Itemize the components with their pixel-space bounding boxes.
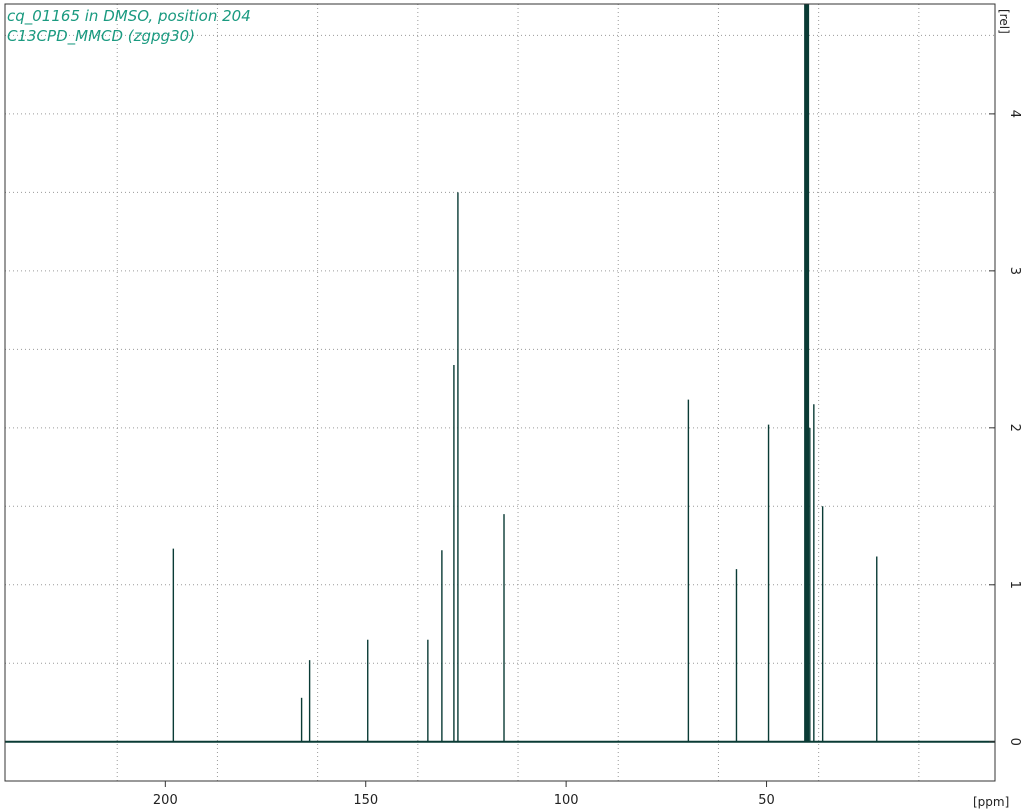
y-axis-unit-label: [rel] <box>997 9 1011 34</box>
title-line-2: C13CPD_MMCD (zgpg30) <box>7 27 195 46</box>
y-tick-label: 0 <box>1007 738 1022 746</box>
title-line-1: cq_01165 in DMSO, position 204 <box>7 7 251 26</box>
y-tick-label: 2 <box>1007 424 1022 432</box>
x-axis: 200 150 100 50 <box>153 781 775 808</box>
peaks-layer <box>172 4 878 742</box>
grid-layer <box>5 4 995 781</box>
y-tick-label: 3 <box>1007 267 1022 275</box>
x-axis-unit-label: [ppm] <box>973 795 1009 809</box>
y-axis: 0 1 2 3 4 <box>989 110 1022 746</box>
x-tick-label: 50 <box>758 793 775 808</box>
x-tick-label: 100 <box>554 793 579 808</box>
x-tick-label: 150 <box>353 793 378 808</box>
y-tick-label: 4 <box>1007 110 1022 118</box>
y-tick-label: 1 <box>1007 581 1022 589</box>
x-tick-label: 200 <box>153 793 178 808</box>
plot-frame <box>4 3 996 782</box>
plot-frame-layer <box>4 3 996 782</box>
